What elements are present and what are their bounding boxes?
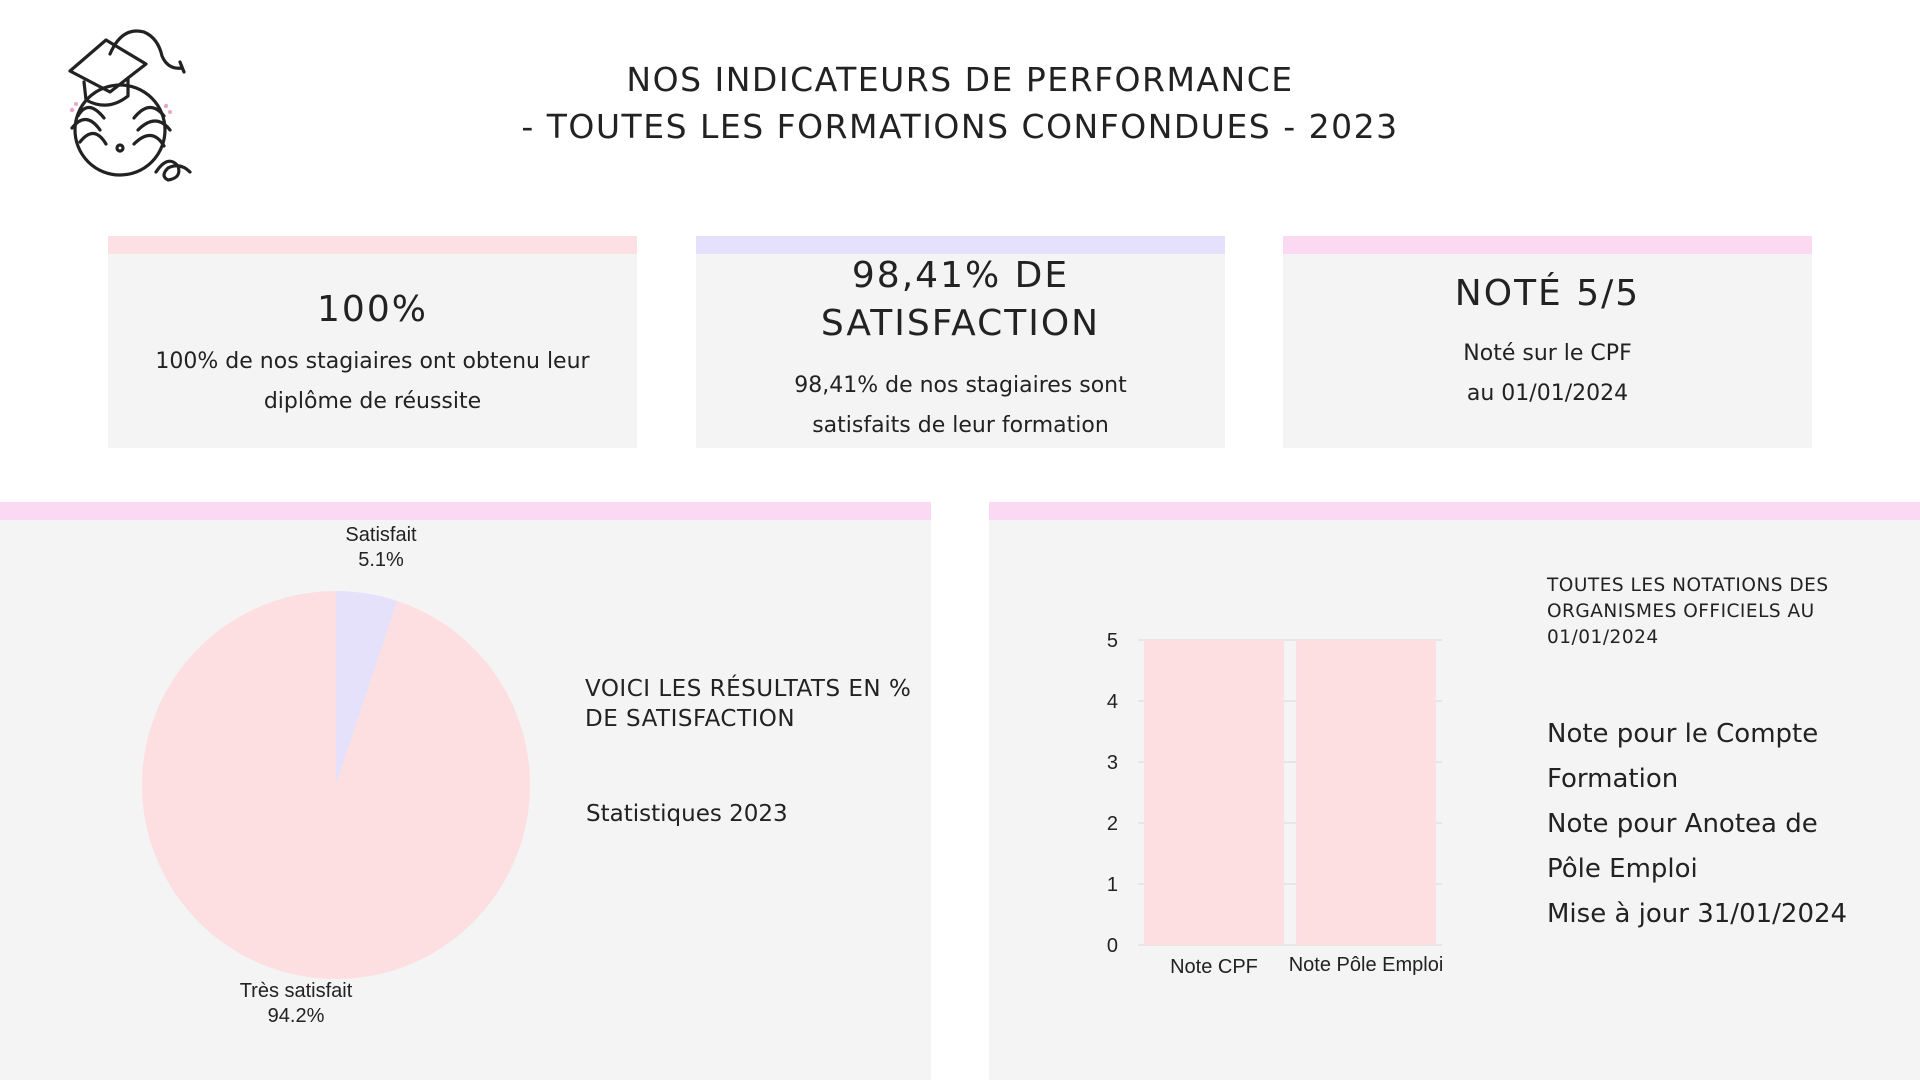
y-tick-label: 0 <box>1107 935 1118 957</box>
card-description-line-1: 100% de nos stagiaires ont obtenu leur <box>155 349 590 374</box>
ratings-note: Note pour le Compte Formation <box>1547 719 1819 794</box>
ratings-note: Note pour Anotea de Pôle Emploi <box>1547 809 1818 884</box>
y-tick-label: 3 <box>1107 752 1118 774</box>
pie-value-label: 5.1% <box>358 549 404 571</box>
ratings-note: Mise à jour 31/01/2024 <box>1547 899 1848 929</box>
card-accent-bar <box>696 236 1225 254</box>
card-heading-line-1: 98,41% DE <box>851 255 1070 296</box>
card-description-line-2: diplôme de réussite <box>263 389 482 414</box>
kpi-card-rating: NOTÉ 5/5 Noté sur le CPF au 01/01/2024 <box>1283 236 1812 448</box>
pie-slice-très-satisfait <box>142 591 530 979</box>
panel-accent-bar <box>0 502 931 520</box>
card-accent-bar <box>1283 236 1812 254</box>
card-accent-bar <box>108 236 637 254</box>
logo-graduate-icon <box>68 29 192 182</box>
x-tick-label: Note Pôle Emploi <box>1289 954 1444 976</box>
x-tick-label: Note CPF <box>1170 956 1258 978</box>
page-title-line-1: NOS INDICATEURS DE PERFORMANCE <box>626 60 1294 99</box>
bar-note-cpf <box>1144 640 1284 945</box>
pie-subtitle: Statistiques 2023 <box>586 801 788 827</box>
kpi-card-satisfaction: 98,41% DE SATISFACTION 98,41% de nos sta… <box>696 236 1225 448</box>
pie-label: Satisfait <box>345 524 417 546</box>
panel-accent-bar <box>989 502 1920 520</box>
card-description-line-2: satisfaits de leur formation <box>812 413 1109 438</box>
card-heading-line-2: SATISFACTION <box>820 303 1101 344</box>
pie-label: Très satisfait <box>240 980 353 1002</box>
card-description-line-2: au 01/01/2024 <box>1466 381 1629 406</box>
ratings-heading: TOUTES LES NOTATIONS DES ORGANISMES OFFI… <box>1547 575 1829 648</box>
y-tick-label: 1 <box>1107 874 1118 896</box>
y-tick-label: 2 <box>1107 813 1118 835</box>
card-heading: 100% <box>317 289 428 330</box>
card-description-line-1: 98,41% de nos stagiaires sont <box>794 373 1127 398</box>
card-description-line-1: Noté sur le CPF <box>1463 341 1632 366</box>
kpi-card-diploma: 100% 100% de nos stagiaires ont obtenu l… <box>108 236 637 448</box>
page-title-line-2: - TOUTES LES FORMATIONS CONFONDUES - 202… <box>521 107 1399 146</box>
y-tick-label: 4 <box>1107 691 1118 713</box>
y-tick-label: 5 <box>1107 630 1118 652</box>
pie-value-label: 94.2% <box>268 1005 325 1027</box>
pie-heading: VOICI LES RÉSULTATS EN % DE SATISFACTION <box>585 676 912 732</box>
satisfaction-pie-chart: Satisfait 5.1% Très satisfait 94.2% <box>142 524 530 1027</box>
pie-slice-satisfait <box>336 591 398 785</box>
ratings-notes-list: Note pour le Compte Formation Note pour … <box>1547 712 1877 937</box>
card-heading: NOTÉ 5/5 <box>1454 273 1641 314</box>
ratings-bar-chart: 0 1 2 3 4 5 Note CPF Note Pôle Emploi <box>1107 630 1444 978</box>
bar-note-pôle-emploi <box>1296 640 1436 945</box>
